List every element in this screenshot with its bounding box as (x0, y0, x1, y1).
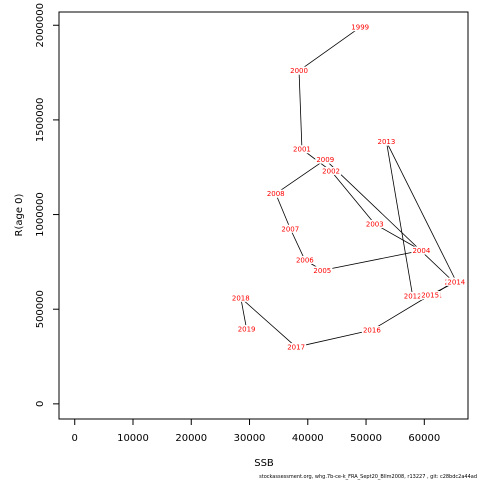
data-point-label: 2017 (287, 344, 305, 352)
data-point-label: 2000 (290, 67, 308, 75)
data-point-label: 2007 (281, 225, 299, 233)
series-segment (298, 26, 361, 72)
y-tick-label: 500000 (35, 290, 46, 328)
x-axis: 0 10000 20000 30000 40000 50000 60000 (72, 418, 440, 444)
series-segment (330, 170, 376, 225)
y-tick-label: 2000000 (35, 3, 46, 48)
data-label-bg (286, 343, 307, 352)
data-label-bg (420, 291, 441, 300)
data-label-bg (265, 189, 286, 198)
series-segment (298, 70, 303, 150)
series-segment (240, 297, 297, 348)
x-tick-label: 0 (72, 433, 78, 444)
data-label-bg (402, 291, 423, 300)
data-label-bg (350, 23, 371, 32)
data-label-bg (361, 326, 382, 335)
data-label-bg (312, 266, 333, 275)
x-tick-label: 30000 (234, 433, 266, 444)
series-segment (374, 223, 422, 251)
series-segment (386, 141, 457, 282)
x-tick-label: 40000 (292, 433, 324, 444)
plot-frame (58, 11, 469, 420)
series-segment (275, 193, 291, 229)
data-point-label: 2015 (421, 292, 439, 300)
data-point-label: 2019 (238, 326, 256, 334)
y-tick-label: 0 (35, 401, 46, 407)
series-segment (275, 159, 326, 195)
data-point-label: 2016 (363, 327, 381, 335)
data-point-label: 2014 (447, 278, 465, 286)
series-segment (386, 141, 414, 297)
y-tick-label: 1500000 (35, 98, 46, 143)
series-segment (371, 294, 431, 331)
x-axis-label: SSB (254, 458, 274, 469)
data-label-bg (230, 293, 251, 302)
data-point-label: 2013 (378, 138, 396, 146)
data-label-bg (321, 167, 342, 176)
x-tick-label: 60000 (408, 433, 440, 444)
x-tick-label: 50000 (350, 433, 382, 444)
data-label-bg (446, 277, 467, 286)
data-label-bg (280, 224, 301, 233)
data-point-label: 2002 (322, 168, 340, 176)
x-tick-label: 10000 (117, 433, 149, 444)
y-axis-label: R(age 0) (14, 193, 25, 236)
series-segment (296, 329, 372, 348)
data-point-label: 2005 (313, 267, 331, 275)
series-segment (324, 159, 454, 283)
data-point-label: 2009 (316, 156, 334, 164)
data-label-bg (236, 325, 257, 334)
data-point-label: 2012 (404, 292, 422, 300)
data-point-label: 2004 (412, 247, 430, 255)
y-tick-label: 1000000 (35, 192, 46, 237)
data-label-bg (294, 255, 315, 264)
x-tick-label: 20000 (175, 433, 207, 444)
data-point-label: 2001 (293, 146, 311, 154)
data-label-bg (364, 220, 385, 229)
series-segment (322, 250, 422, 271)
series-lines (240, 26, 457, 348)
data-point-label: 2008 (267, 190, 285, 198)
data-label-bg (411, 246, 432, 255)
data-point-label: 2006 (296, 256, 314, 264)
data-label-bg (291, 145, 312, 154)
data-label-bg (315, 155, 336, 164)
data-label-bg (289, 66, 310, 75)
data-point-label: 2018 (232, 294, 250, 302)
series-labels: 1999 2000 2001 2002 2003 2004 2005 2006 2007 2008… (230, 23, 467, 352)
series-segment (240, 297, 247, 330)
footer-credit: stockassessment.org, whg.7b-ce-k_FRA_Sep… (259, 474, 477, 480)
series-segment (289, 228, 306, 261)
data-point-label: 2003 (366, 221, 384, 229)
y-axis: 0 500000 1000000 1500000 2000000 (35, 3, 60, 407)
data-label-bg (376, 137, 397, 146)
data-point-label: 1999 (351, 24, 369, 32)
